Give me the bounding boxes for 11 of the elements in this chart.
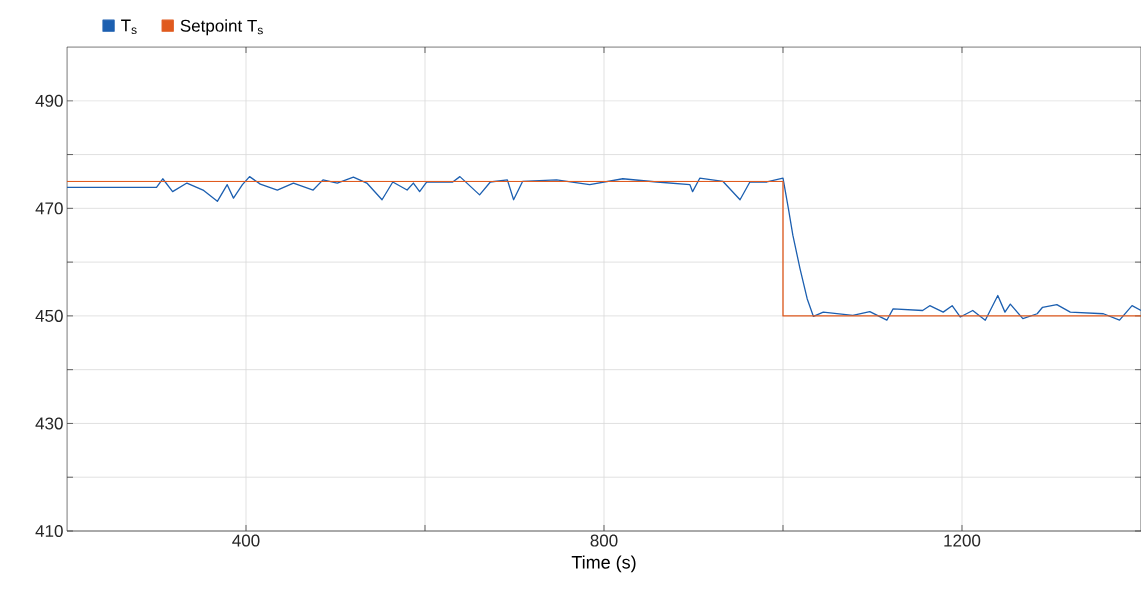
y-tick-label: 490 xyxy=(35,94,63,107)
x-axis-title: Time (s) xyxy=(571,555,636,573)
y-tick-label: 450 xyxy=(35,309,63,322)
x-tick-label: 800 xyxy=(590,534,618,547)
y-tick-label: 410 xyxy=(35,524,63,538)
y-tick-label: 430 xyxy=(35,417,63,430)
x-tick-label: 1200 xyxy=(944,534,981,547)
legend-label: T$_{s}$ xyxy=(121,19,137,35)
y-tick-label: 470 xyxy=(35,202,63,215)
legend-label: Setpoint T$_{s}$ xyxy=(180,19,263,36)
x-tick-label: 400 xyxy=(232,534,260,547)
